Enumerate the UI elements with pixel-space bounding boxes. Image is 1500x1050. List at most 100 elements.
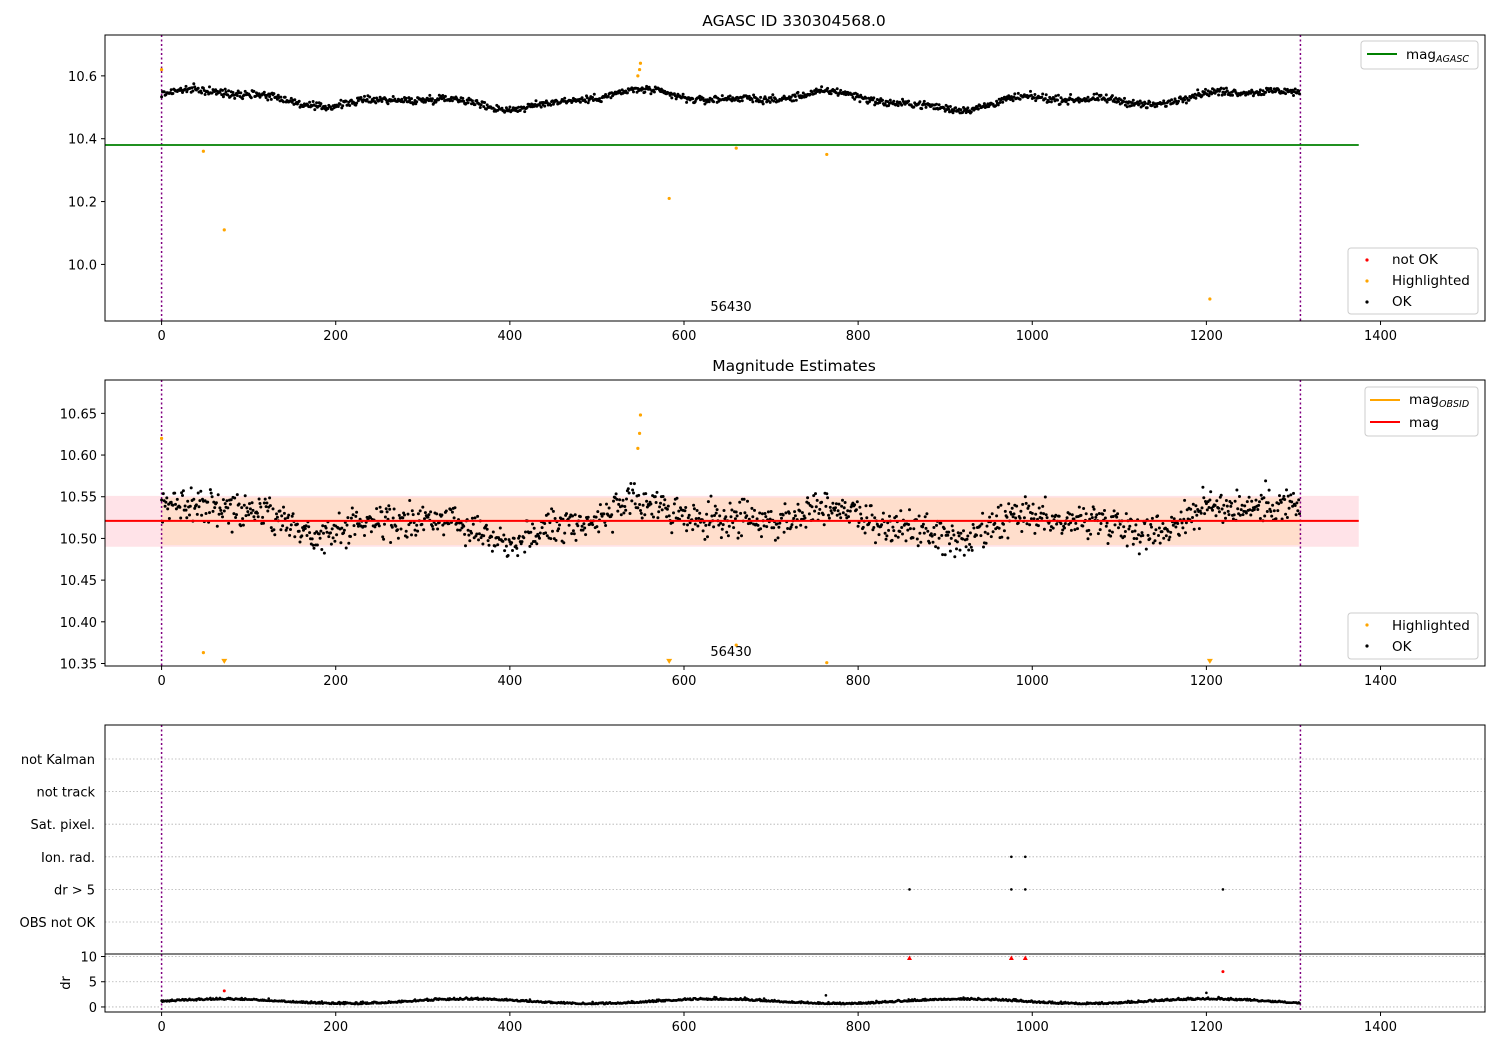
- panel2-ok-point: [248, 502, 251, 506]
- panel2-ok-point: [753, 508, 756, 512]
- panel4-dr-point: [824, 994, 828, 997]
- panel2-ok-point: [804, 525, 808, 529]
- panel2-ok-point: [166, 507, 170, 511]
- panel1-ok-point: [681, 92, 685, 96]
- panel1-ok-point: [272, 92, 276, 96]
- panel1-ok-point: [896, 104, 900, 108]
- panel2-ok-point: [957, 534, 961, 538]
- panel1-ok-point: [200, 91, 204, 95]
- panel2-ok-point: [209, 491, 213, 495]
- panel4-not-ok-offscale-marker: [1022, 955, 1028, 961]
- panel2-ok-point: [257, 497, 261, 501]
- panel2-ok-point: [1282, 494, 1286, 498]
- panel1-ok-point: [1052, 97, 1056, 100]
- panel2-ok-point: [485, 527, 489, 531]
- panel2-ok-point: [607, 506, 611, 510]
- panel1-ok-point: [670, 96, 674, 100]
- panel1-ok-point: [793, 95, 797, 98]
- panel2-ok-point: [639, 511, 643, 515]
- panel2-ok-point: [812, 494, 816, 498]
- panel1-ok-point: [201, 86, 205, 90]
- panel2-ok-point: [533, 540, 537, 543]
- panel2-ok-point: [896, 535, 900, 539]
- panel1-ok-point: [948, 105, 952, 108]
- panel2-ok-point: [1073, 528, 1077, 532]
- panel2-ok-point: [515, 546, 519, 550]
- panel1-ok-point: [356, 99, 360, 103]
- panel2-ok-point: [241, 517, 245, 521]
- panel2-ok-point: [1295, 501, 1299, 505]
- panel2-ok-point: [931, 540, 935, 544]
- panel2-ok-point: [1277, 502, 1281, 506]
- panel2-ok-point: [322, 551, 326, 555]
- panel2-ok-point: [1098, 528, 1102, 532]
- panel1-ok-point: [1177, 99, 1180, 103]
- panel2-ok-point: [836, 509, 840, 513]
- panel1-ok-point: [266, 98, 270, 102]
- panel2-ok-point: [1005, 515, 1009, 519]
- panel2-ok-point: [714, 511, 718, 515]
- panel2-ok-point: [824, 504, 828, 508]
- panel1-ok-point: [1131, 98, 1135, 102]
- panel1-ok-point: [924, 105, 928, 109]
- panel1-ok-point: [773, 97, 777, 101]
- panel1-ok-point: [584, 100, 588, 104]
- panel2-ok-point: [353, 533, 357, 536]
- panel2-ok-point: [340, 526, 344, 530]
- panel2-ok-point: [506, 554, 510, 557]
- panel2-ok-point: [990, 512, 994, 516]
- panel2-ok-point: [1240, 503, 1244, 507]
- panel2-ok-point: [1000, 535, 1004, 539]
- panel2-ok-point: [553, 517, 557, 520]
- panel1-ok-point: [326, 107, 330, 111]
- panel2-ok-point: [781, 513, 785, 517]
- panel1-ok-point: [759, 95, 763, 99]
- panel2-ok-point: [727, 524, 731, 528]
- panel2-ok-point: [611, 530, 615, 534]
- panel2-ok-point: [1238, 495, 1241, 498]
- panel1-ok-point: [942, 107, 946, 110]
- panel1-ok-point: [998, 101, 1002, 104]
- panel1-ok-point: [1183, 98, 1187, 102]
- panel2-ok-point: [943, 553, 947, 557]
- panel1-ok-point: [668, 93, 672, 97]
- panel2-ok-point: [1278, 494, 1281, 498]
- panel2-ok-point: [458, 528, 462, 532]
- panel2-ok-point: [627, 491, 631, 495]
- panel1-ok-point: [1040, 95, 1044, 99]
- panel2-ok-point: [735, 514, 739, 518]
- panel2-ok-point: [1051, 526, 1055, 530]
- panel2-ok-point: [667, 514, 671, 518]
- panel1-ok-point: [192, 82, 196, 86]
- panel2-ok-point: [540, 526, 544, 530]
- panel2-ok-point: [268, 504, 272, 508]
- panel2-ok-point: [1285, 516, 1289, 519]
- panel2-ok-point: [262, 501, 266, 505]
- panel2-ok-point: [239, 524, 243, 528]
- panel1-ok-point: [1058, 102, 1062, 106]
- panel2-ok-point: [1099, 522, 1103, 525]
- panel2-ok-point: [347, 541, 351, 545]
- panel2-ok-point: [1259, 493, 1263, 497]
- panel2-ok-point: [356, 524, 360, 528]
- panel2-ok-point: [854, 508, 858, 512]
- panel2-ok-point: [528, 544, 532, 548]
- panel2-ok-point: [453, 506, 457, 510]
- panel1-ok-point: [796, 90, 800, 94]
- panel1-legend-highlighted-swatch: [1365, 279, 1369, 283]
- panel2-ok-point: [401, 516, 405, 520]
- panel1-highlighted-point: [636, 74, 640, 78]
- panel2-ok-point: [1122, 525, 1126, 529]
- panel2-ok-point: [344, 546, 348, 550]
- panel2-ok-point: [493, 544, 497, 548]
- panel2-ok-point: [933, 533, 937, 536]
- panel2-ok-point: [665, 515, 669, 519]
- panel1-ok-point: [888, 98, 892, 102]
- panel2-ok-point: [416, 529, 420, 533]
- panel2-ok-point: [707, 523, 711, 527]
- panel1-ok-point: [1220, 93, 1224, 97]
- panel2-ok-point: [769, 510, 773, 513]
- panel1-ok-point: [691, 97, 695, 101]
- panel1-ok-point: [339, 98, 343, 102]
- panel1-ok-point: [1174, 99, 1178, 103]
